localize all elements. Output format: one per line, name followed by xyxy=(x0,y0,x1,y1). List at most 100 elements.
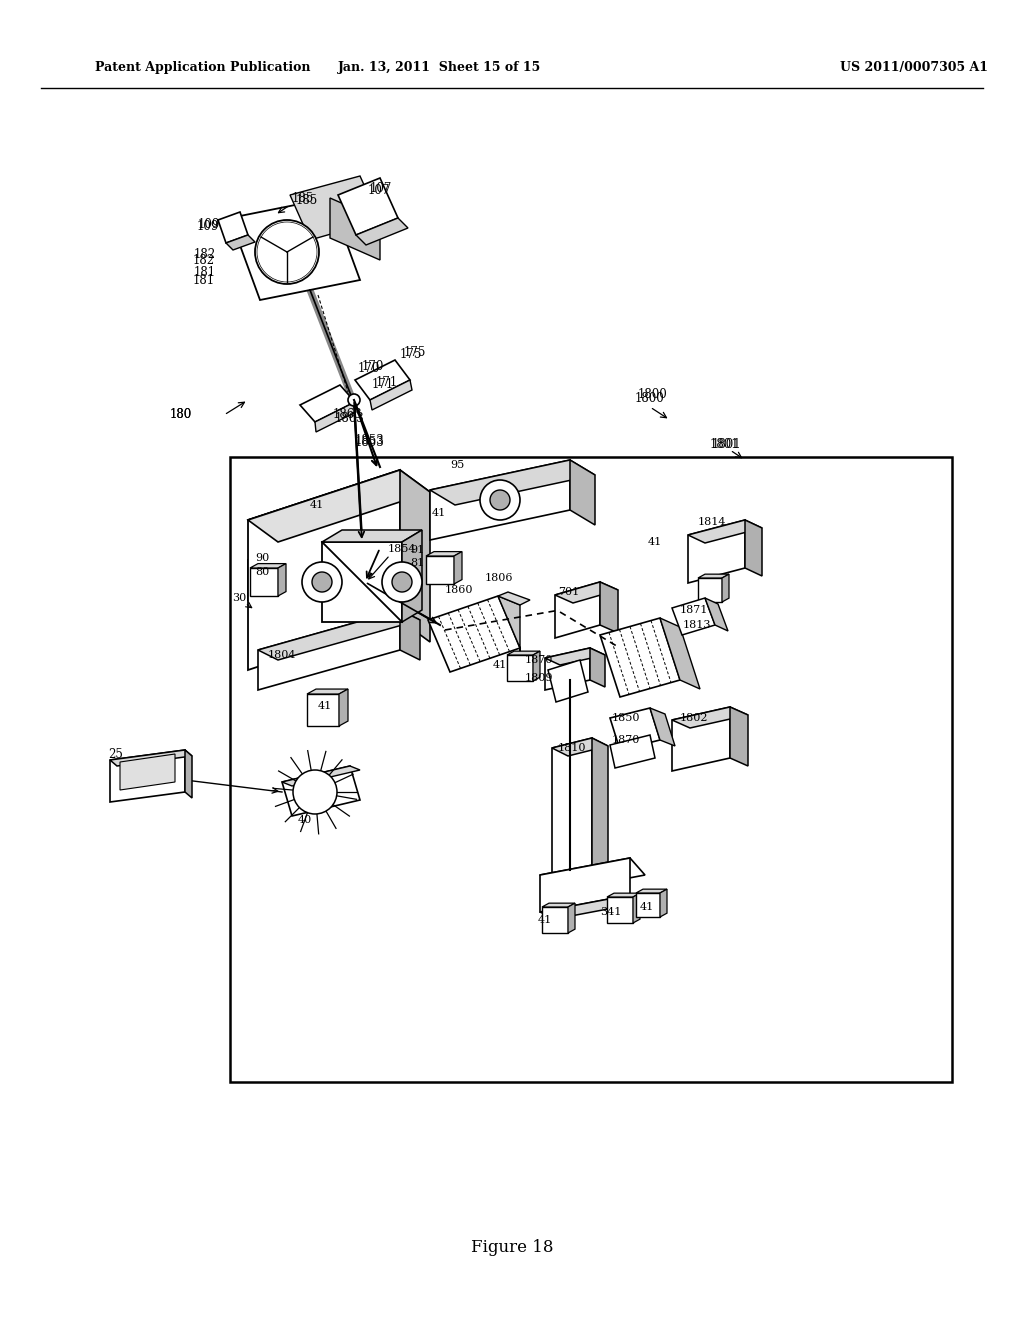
Text: 185: 185 xyxy=(292,191,314,205)
Text: 1863: 1863 xyxy=(335,412,365,425)
Polygon shape xyxy=(607,898,633,923)
Circle shape xyxy=(382,562,422,602)
Text: 1850: 1850 xyxy=(612,713,640,723)
Polygon shape xyxy=(250,568,278,597)
Polygon shape xyxy=(428,597,520,672)
Polygon shape xyxy=(356,218,408,246)
Text: 1800: 1800 xyxy=(635,392,665,404)
Text: 1814: 1814 xyxy=(698,517,726,527)
Text: 171: 171 xyxy=(376,376,398,389)
Text: 1853: 1853 xyxy=(355,436,385,449)
Polygon shape xyxy=(330,198,380,260)
Polygon shape xyxy=(290,176,380,240)
Polygon shape xyxy=(278,564,286,597)
Polygon shape xyxy=(282,766,360,785)
Text: Figure 18: Figure 18 xyxy=(471,1239,553,1257)
Polygon shape xyxy=(370,380,412,411)
Polygon shape xyxy=(672,708,748,729)
Text: 107: 107 xyxy=(368,183,390,197)
Text: 1860: 1860 xyxy=(445,585,473,595)
Polygon shape xyxy=(545,648,590,690)
Text: 180: 180 xyxy=(170,408,193,421)
Text: 107: 107 xyxy=(370,181,392,194)
Text: 1804: 1804 xyxy=(268,649,297,660)
Polygon shape xyxy=(400,610,420,660)
Polygon shape xyxy=(540,858,645,892)
Text: 1853: 1853 xyxy=(355,433,385,446)
Text: Patent Application Publication: Patent Application Publication xyxy=(95,62,310,74)
Polygon shape xyxy=(534,651,540,681)
Polygon shape xyxy=(110,750,185,803)
Polygon shape xyxy=(282,766,360,816)
Polygon shape xyxy=(322,543,402,622)
Text: 1870: 1870 xyxy=(612,735,640,744)
Polygon shape xyxy=(230,457,952,1082)
Text: 185: 185 xyxy=(296,194,318,206)
Polygon shape xyxy=(540,895,645,919)
Text: 41: 41 xyxy=(648,537,663,546)
Polygon shape xyxy=(307,689,348,694)
Polygon shape xyxy=(258,610,420,660)
Polygon shape xyxy=(730,708,748,766)
Circle shape xyxy=(255,220,319,284)
Text: 1800: 1800 xyxy=(638,388,668,400)
Polygon shape xyxy=(226,235,255,249)
Text: 170: 170 xyxy=(358,362,380,375)
Polygon shape xyxy=(660,618,700,689)
Polygon shape xyxy=(307,694,339,726)
Text: 180: 180 xyxy=(170,408,193,421)
Polygon shape xyxy=(230,198,360,300)
Polygon shape xyxy=(218,213,248,243)
Polygon shape xyxy=(633,894,640,923)
Circle shape xyxy=(302,562,342,602)
Polygon shape xyxy=(660,890,667,917)
Text: 40: 40 xyxy=(298,814,312,825)
Polygon shape xyxy=(555,582,618,603)
Polygon shape xyxy=(650,708,675,746)
Text: US 2011/0007305 A1: US 2011/0007305 A1 xyxy=(840,62,988,74)
Circle shape xyxy=(312,572,332,591)
Text: 25: 25 xyxy=(108,748,123,762)
Polygon shape xyxy=(248,470,430,560)
Polygon shape xyxy=(552,738,608,756)
Polygon shape xyxy=(672,598,715,635)
Polygon shape xyxy=(705,598,728,631)
Polygon shape xyxy=(185,750,193,799)
Text: 41: 41 xyxy=(493,660,507,671)
Text: 81: 81 xyxy=(410,558,424,568)
Circle shape xyxy=(392,572,412,591)
Text: 175: 175 xyxy=(400,348,422,362)
Circle shape xyxy=(257,222,317,282)
Polygon shape xyxy=(722,574,729,602)
Text: 41: 41 xyxy=(432,508,446,517)
Polygon shape xyxy=(570,459,595,525)
Circle shape xyxy=(490,490,510,510)
Polygon shape xyxy=(322,531,422,543)
Polygon shape xyxy=(636,890,667,894)
Polygon shape xyxy=(250,564,286,568)
Text: 170: 170 xyxy=(362,359,384,372)
Polygon shape xyxy=(545,648,605,665)
Polygon shape xyxy=(540,858,630,912)
Polygon shape xyxy=(426,552,462,556)
Polygon shape xyxy=(542,903,575,907)
Text: 1863: 1863 xyxy=(333,408,362,421)
Text: 80: 80 xyxy=(255,568,269,577)
Polygon shape xyxy=(430,459,595,506)
Circle shape xyxy=(293,770,337,814)
Polygon shape xyxy=(498,597,520,657)
Text: 41: 41 xyxy=(538,915,552,925)
Polygon shape xyxy=(698,578,722,602)
Polygon shape xyxy=(607,894,640,898)
Polygon shape xyxy=(590,648,605,686)
Text: 109: 109 xyxy=(197,219,219,232)
Polygon shape xyxy=(600,582,618,634)
Text: 175: 175 xyxy=(404,346,426,359)
Text: 1871: 1871 xyxy=(680,605,709,615)
Polygon shape xyxy=(548,660,588,702)
Polygon shape xyxy=(426,556,454,583)
Polygon shape xyxy=(507,655,534,681)
Text: 1802: 1802 xyxy=(680,713,709,723)
Polygon shape xyxy=(315,403,356,432)
Text: 30: 30 xyxy=(232,593,246,603)
